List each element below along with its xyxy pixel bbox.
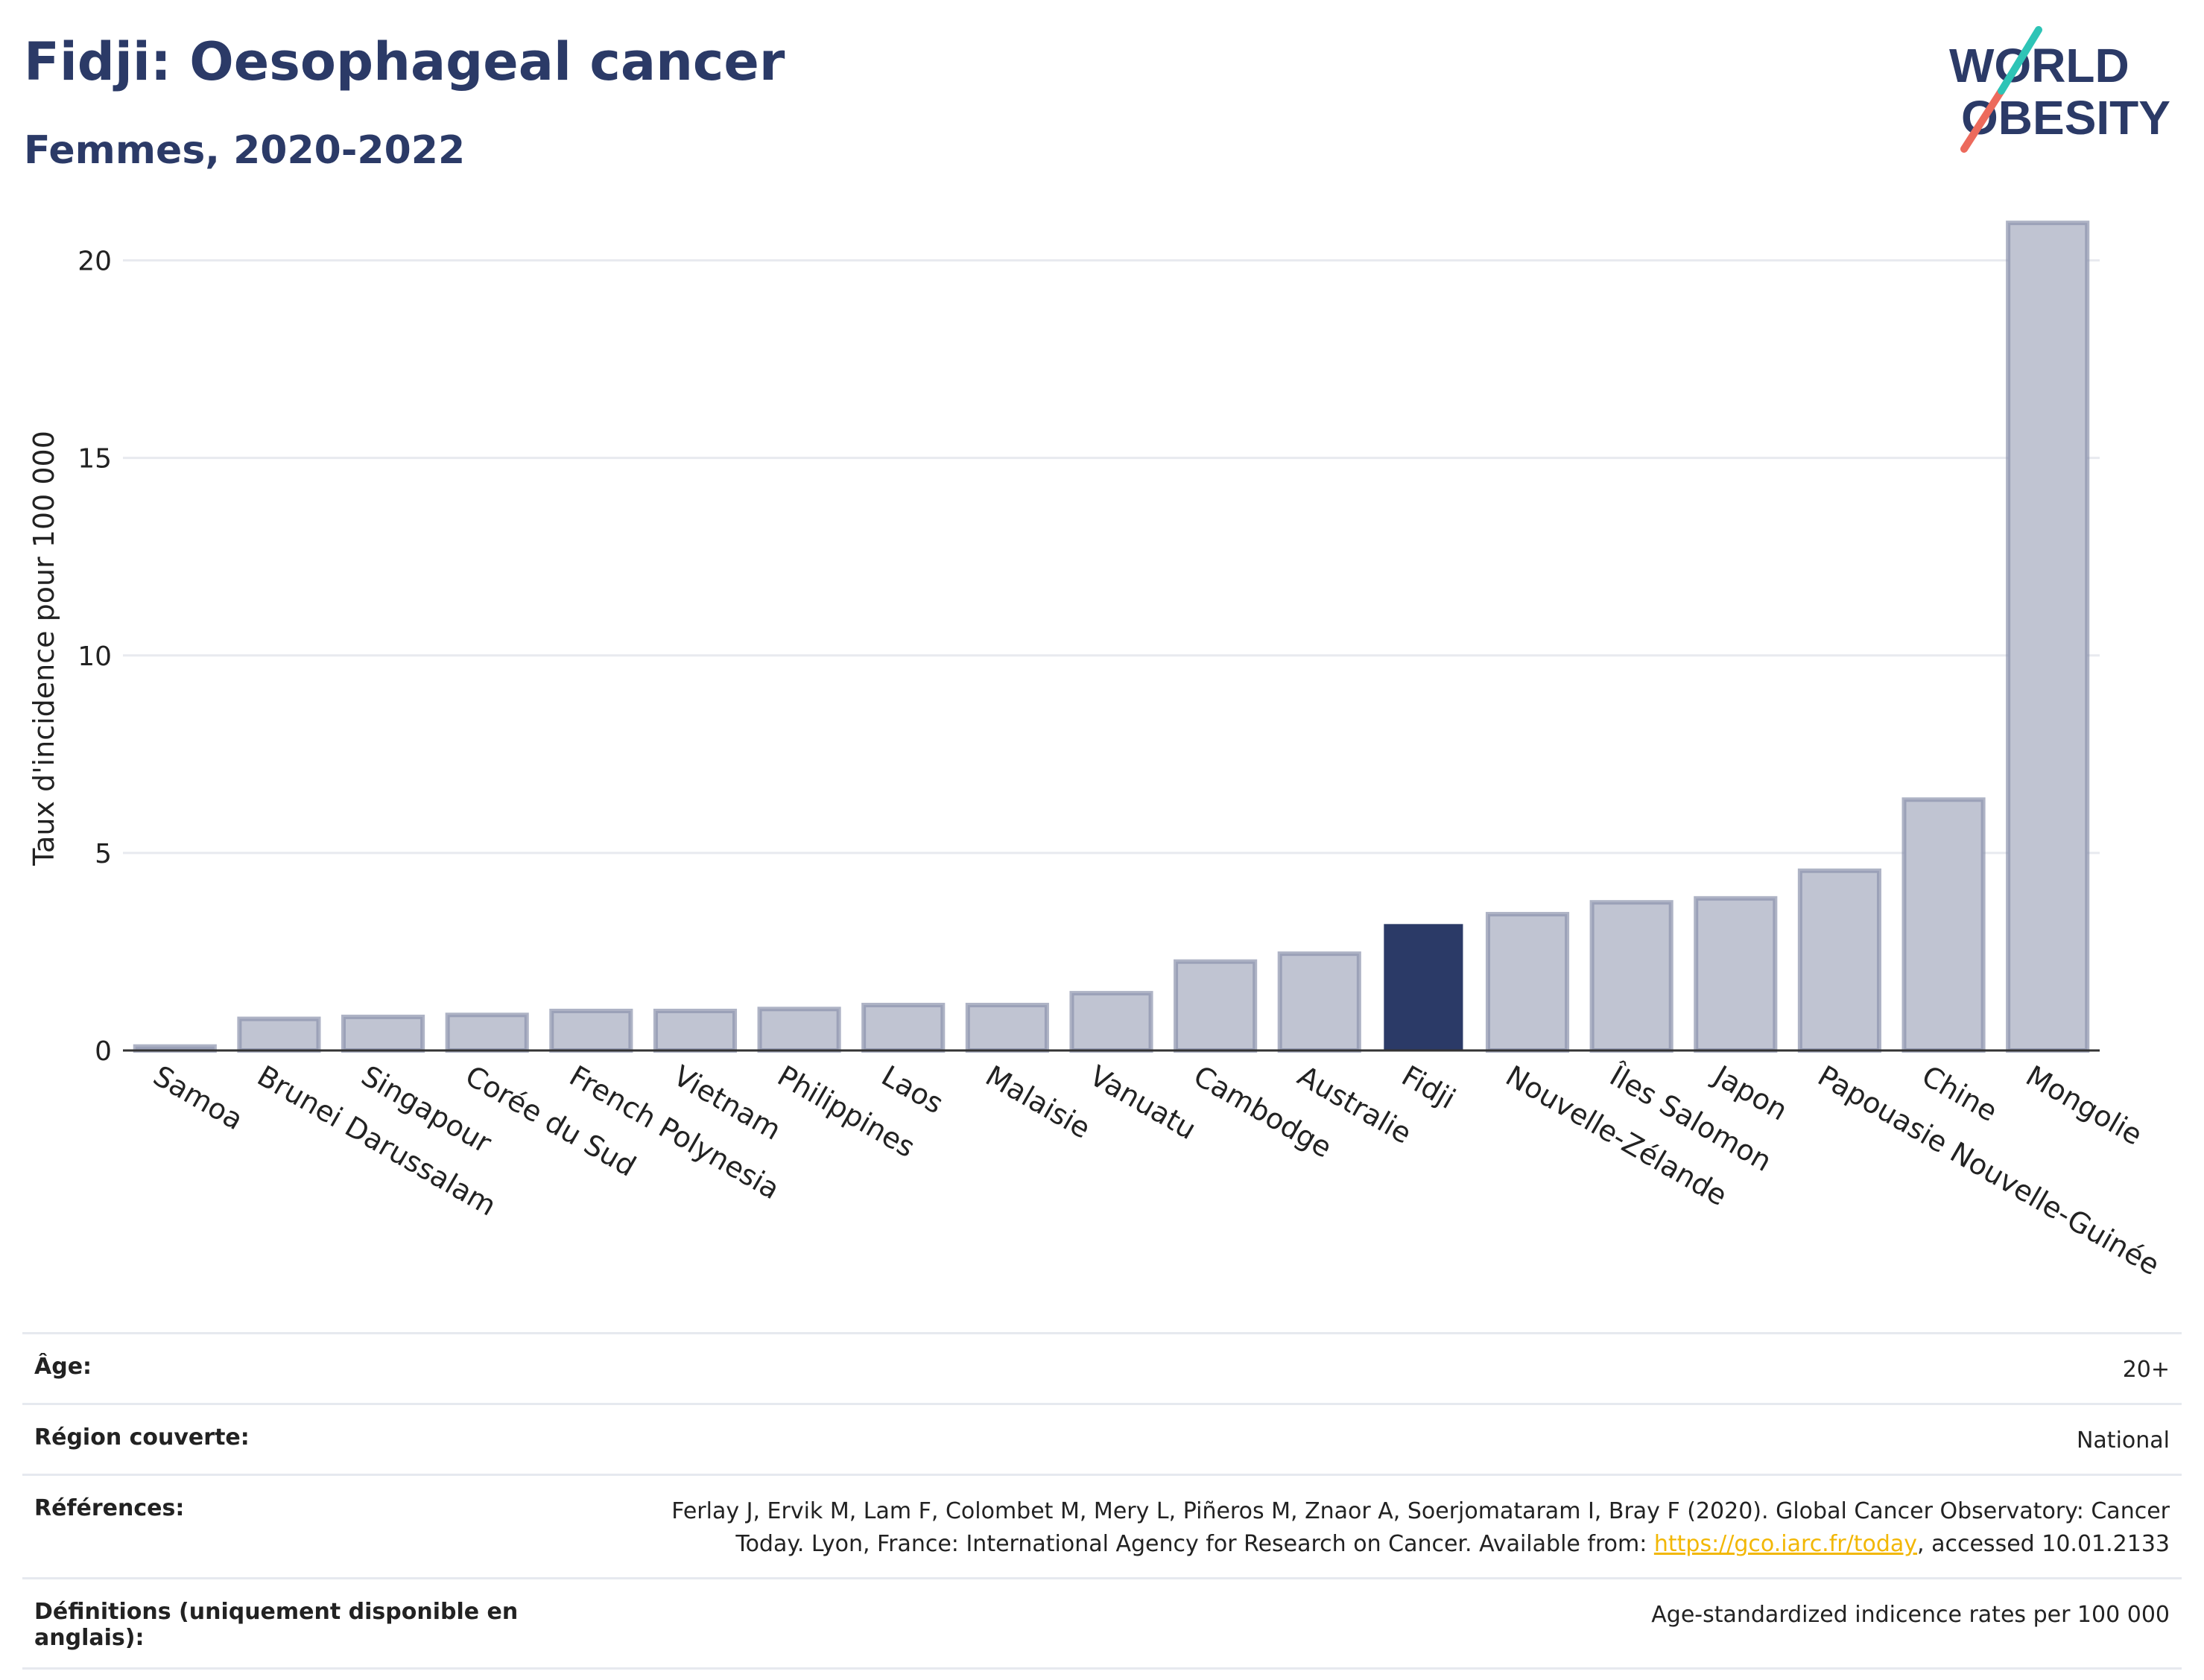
logo-slash-red [1960,87,2005,153]
x-tick-label: Vanuatu [1084,1059,1202,1146]
info-row-definitions: Définitions (uniquement disponible en an… [22,1577,2182,1670]
grid-lines [123,259,2100,855]
info-row-age: Âge: 20+ [22,1332,2182,1404]
bar-9 [1069,991,1153,1053]
x-tick-label: Fidji [1396,1059,1461,1116]
x-tick-label: Corée du Sud [460,1059,642,1183]
bar-4 [549,1008,633,1053]
bars [133,221,2090,1053]
world-obesity-logo: WORLD OBESITY [1949,26,2170,153]
references-line-2-pre: Today. Lyon, France: International Agenc… [735,1531,1654,1557]
info-value-references: Ferlay J, Ervik M, Lam F, Colombet M, Me… [538,1474,2182,1579]
bar-chart: 0 5 10 15 20 Samoa Brunei DarussalamSingapour… [28,221,2165,1282]
bar-10 [1174,959,1258,1053]
info-key-references: Références: [22,1474,538,1579]
references-line-1: Ferlay J, Ervik M, Lam F, Colombet M, Me… [671,1498,2170,1524]
x-tick-label: Samoa [148,1059,248,1137]
bar-14 [1589,900,1673,1053]
info-value-age: 20+ [538,1332,2182,1404]
x-tick-label: Mongolie [2021,1059,2148,1152]
y-axis-ticks: 0 5 10 15 20 [77,247,112,1067]
y-tick-label: 0 [95,1036,112,1067]
bar-16 [1797,868,1881,1053]
x-tick-label: Laos [876,1059,949,1120]
bar-17 [1901,797,1986,1053]
info-key-definitions: Définitions (uniquement disponible en an… [22,1577,538,1670]
y-tick-label: 10 [77,641,112,672]
bar-12 [1384,924,1463,1050]
bar-15 [1694,896,1778,1053]
bar-8 [965,1003,1049,1053]
y-tick-label: 20 [77,247,112,277]
logo-line-1: WORLD [1949,39,2129,92]
y-tick-label: 5 [95,839,112,869]
bar-18 [2006,221,2090,1053]
info-table: Âge: 20+ Région couverte: National Référ… [22,1332,2182,1670]
chart-subtitle: Femmes, 2020-2022 [24,128,466,173]
bar-2 [341,1014,425,1053]
info-row-region: Région couverte: National [22,1403,2182,1475]
references-link[interactable]: https://gco.iarc.fr/today [1653,1531,1918,1557]
info-value-definitions: Age-standardized indicence rates per 100… [538,1577,2182,1670]
y-axis-label: Taux d'incidence pour 100 000 [28,431,60,866]
x-tick-label: Malaisie [980,1059,1096,1145]
info-row-references: Références: Ferlay J, Ervik M, Lam F, Co… [22,1474,2182,1579]
references-line-2-post: , accessed 10.01.2133 [1917,1531,2170,1557]
y-tick-label: 15 [77,444,112,475]
info-key-region: Région couverte: [22,1403,538,1475]
logo-slash-teal [1998,26,2042,95]
bar-1 [237,1016,321,1053]
bar-3 [445,1012,529,1053]
bar-11 [1277,951,1361,1053]
bar-7 [861,1003,946,1053]
info-key-age: Âge: [22,1332,538,1404]
bar-6 [757,1007,841,1053]
info-value-region: National [538,1403,2182,1475]
bar-5 [653,1008,738,1053]
chart-title: Fidji: Oesophageal cancer [24,31,785,92]
bar-13 [1485,912,1570,1053]
